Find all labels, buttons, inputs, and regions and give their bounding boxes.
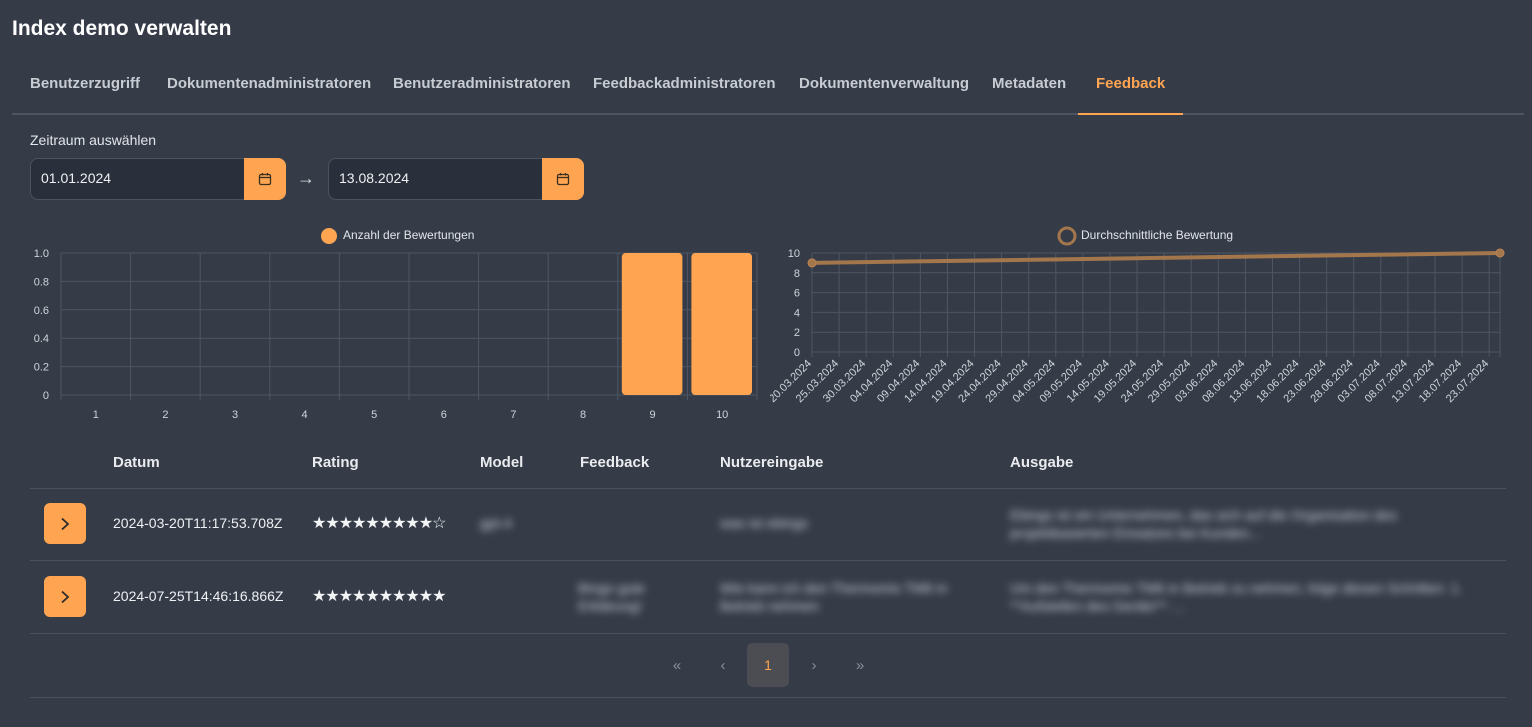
end-date-field[interactable]: 13.08.2024 <box>328 158 584 200</box>
start-date-picker-button[interactable] <box>244 158 286 200</box>
arrow-right-icon: → <box>297 168 315 188</box>
x-tick-label: 2 <box>162 409 168 421</box>
x-tick-label: 5 <box>371 409 377 421</box>
divider <box>30 488 1506 489</box>
page-title: Index demo verwalten <box>12 17 232 40</box>
row-input: was ist ebings <box>720 515 808 531</box>
end-date-picker-button[interactable] <box>542 158 584 200</box>
y-tick-label: 0 <box>43 390 49 402</box>
y-tick-label: 0.4 <box>34 333 49 345</box>
y-tick-label: 0.8 <box>34 276 49 288</box>
y-tick-label: 0.2 <box>34 362 49 374</box>
row-feedback: Bingo gute Erklärung! <box>578 580 645 614</box>
y-tick-label: 0.6 <box>34 305 49 317</box>
row-model: gpt-4 <box>480 515 512 531</box>
x-tick-label: 7 <box>510 409 516 421</box>
first-page-button[interactable]: « <box>672 656 682 674</box>
x-tick-label: 6 <box>441 409 447 421</box>
y-tick-label: 8 <box>794 268 800 280</box>
series-line <box>811 251 1501 265</box>
rating-count-bar-chart: Anzahl der Bewertungen 0 0.2 0.4 0.6 0.8 1.0 1 2… <box>34 228 758 421</box>
divider <box>30 697 1506 698</box>
start-date-value: 01.01.2024 <box>41 170 112 186</box>
bar <box>691 253 752 395</box>
last-page-button[interactable]: » <box>855 656 865 674</box>
y-tick-label: 4 <box>794 307 800 319</box>
average-rating-line-chart: Durchschnittliche Bewertung024681020.03.… <box>770 226 1505 405</box>
date-range-label: Zeitraum auswählen <box>30 132 157 148</box>
divider <box>30 633 1506 634</box>
expand-row-button[interactable] <box>44 576 86 617</box>
x-tick-label: 8 <box>580 409 586 421</box>
tab-feedback[interactable]: Feedback <box>1077 62 1184 115</box>
chevron-right-icon <box>61 590 70 603</box>
tab-metadaten[interactable]: Metadaten <box>992 75 1067 92</box>
tab-benutzeradministratoren[interactable]: Benutzeradministratoren <box>393 75 571 92</box>
legend-swatch <box>321 228 337 244</box>
column-header-ausgabe[interactable]: Ausgabe <box>1010 454 1074 471</box>
row-input: Wie kann ich den Thermomix TM6 in Betrie… <box>720 580 948 614</box>
column-header-feedback[interactable]: Feedback <box>580 454 650 471</box>
x-tick-label: 4 <box>302 409 308 421</box>
row-output: Ebings ist ein Unternehmen, das sich auf… <box>1010 507 1397 541</box>
calendar-icon <box>556 173 570 186</box>
divider <box>30 560 1506 561</box>
tab-bar: Benutzerzugriff Dokumentenadministratore… <box>12 62 1524 115</box>
tab-dokumentenverwaltung[interactable]: Dokumentenverwaltung <box>799 75 970 92</box>
page-1-button[interactable]: 1 <box>747 643 789 687</box>
calendar-icon <box>258 173 272 186</box>
previous-page-button[interactable]: ‹ <box>720 656 726 674</box>
chevron-right-icon <box>61 517 70 530</box>
expand-row-button[interactable] <box>44 503 86 544</box>
next-page-button[interactable]: › <box>811 656 817 674</box>
y-tick-label: 2 <box>794 327 800 339</box>
y-tick-label: 6 <box>794 288 800 300</box>
column-header-nutzereingabe[interactable]: Nutzereingabe <box>720 454 824 471</box>
column-header-model[interactable]: Model <box>480 454 524 471</box>
x-tick-label: 3 <box>232 409 238 421</box>
y-tick-label: 1.0 <box>34 248 49 260</box>
tab-feedbackadministratoren[interactable]: Feedbackadministratoren <box>593 75 776 92</box>
row-date: 2024-07-25T14:46:16.866Z <box>113 588 284 604</box>
start-date-field[interactable]: 01.01.2024 <box>30 158 286 200</box>
y-tick-label: 10 <box>788 248 800 260</box>
tab-dokumentenadministratoren[interactable]: Dokumentenadministratoren <box>167 75 372 92</box>
row-rating-stars: ★★★★★★★★★☆ <box>312 515 446 532</box>
column-header-rating[interactable]: Rating <box>312 454 359 471</box>
row-date: 2024-03-20T11:17:53.708Z <box>113 515 283 531</box>
y-tick-label: 0 <box>794 347 800 359</box>
legend-label: Durchschnittliche Bewertung <box>1081 228 1233 242</box>
row-output: Um den Thermomix TM6 in Betrieb zu nehme… <box>1010 580 1463 614</box>
end-date-value: 13.08.2024 <box>339 170 410 186</box>
bar <box>621 253 683 395</box>
legend-label: Anzahl der Bewertungen <box>343 228 474 242</box>
x-tick-label: 1 <box>93 409 99 421</box>
column-header-datum[interactable]: Datum <box>113 454 160 471</box>
legend-swatch <box>1057 226 1077 246</box>
x-tick-label: 10 <box>716 409 728 421</box>
data-point <box>807 258 817 268</box>
data-point <box>1495 248 1505 258</box>
x-tick-label: 9 <box>650 409 656 421</box>
row-rating-stars: ★★★★★★★★★★ <box>312 588 446 605</box>
tab-benutzerzugriff[interactable]: Benutzerzugriff <box>30 75 140 92</box>
